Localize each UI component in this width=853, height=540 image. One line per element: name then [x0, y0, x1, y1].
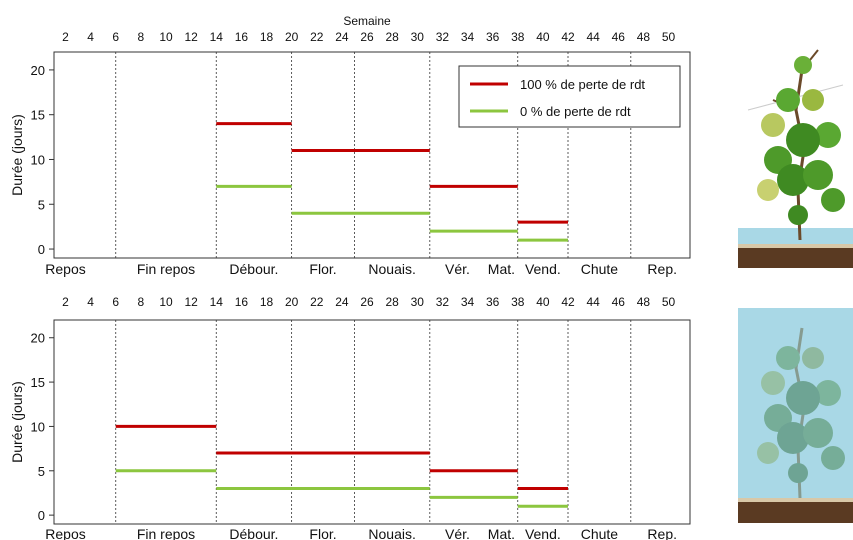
stage-label: Fin repos: [137, 526, 195, 540]
week-tick-label: 20: [285, 30, 299, 44]
week-tick-label: 34: [461, 295, 475, 309]
week-tick-label: 50: [662, 295, 676, 309]
week-tick-label: 18: [260, 30, 274, 44]
grapevine-faded-icon: [738, 308, 853, 523]
week-tick-label: 44: [586, 295, 600, 309]
week-tick-label: 10: [159, 30, 173, 44]
week-tick-label: 40: [536, 30, 550, 44]
y-tick-label: 20: [31, 63, 45, 78]
y-tick-label: 20: [31, 331, 45, 346]
stage-label: Nouais.: [368, 261, 415, 277]
stage-label: Débour.: [229, 526, 278, 540]
legend-box: [458, 65, 681, 128]
week-tick-label: 50: [662, 30, 676, 44]
week-tick-label: 26: [360, 295, 374, 309]
week-tick-label: 4: [87, 295, 94, 309]
stage-label: Vér.: [445, 526, 470, 540]
stage-label: Vend.: [525, 526, 561, 540]
week-tick-label: 22: [310, 30, 324, 44]
stage-label: Flor.: [309, 261, 336, 277]
week-tick-label: 8: [138, 295, 145, 309]
y-tick-label: 0: [38, 508, 45, 523]
week-tick-label: 2: [62, 295, 69, 309]
stage-label: Débour.: [229, 261, 278, 277]
week-tick-label: 36: [486, 295, 500, 309]
plot-frame: [53, 51, 691, 259]
y-tick-label: 0: [38, 242, 45, 257]
stage-label: Mat.: [488, 261, 515, 277]
week-tick-label: 10: [159, 295, 173, 309]
legend-label-2: 0 % de perte de rdt: [520, 104, 631, 119]
week-tick-label: 30: [411, 295, 425, 309]
week-tick-label: 42: [561, 295, 575, 309]
week-tick-label: 28: [385, 295, 399, 309]
y-tick-label: 10: [31, 419, 45, 434]
stage-label: Repos: [45, 526, 85, 540]
week-tick-label: 24: [335, 30, 349, 44]
week-tick-label: 34: [461, 30, 475, 44]
stage-label: Fin repos: [137, 261, 195, 277]
week-tick-label: 44: [586, 30, 600, 44]
stage-label: Chute: [581, 526, 619, 540]
week-tick-label: 36: [486, 30, 500, 44]
stage-label: Rep.: [647, 261, 677, 277]
chart-title: Semaine: [343, 14, 391, 28]
week-tick-label: 16: [235, 30, 249, 44]
week-tick-label: 4: [87, 30, 94, 44]
week-tick-label: 6: [112, 295, 119, 309]
y-tick-label: 5: [38, 197, 45, 212]
stage-label: Chute: [581, 261, 619, 277]
week-tick-label: 22: [310, 295, 324, 309]
stage-label: Mat.: [488, 526, 515, 540]
stage-label: Vend.: [525, 261, 561, 277]
week-tick-label: 8: [138, 30, 145, 44]
y-axis-label: Durée (jours): [9, 381, 25, 463]
week-tick-label: 6: [112, 30, 119, 44]
week-tick-label: 32: [436, 295, 450, 309]
week-tick-label: 20: [285, 295, 299, 309]
plot-frame: [53, 319, 691, 525]
week-tick-label: 30: [411, 30, 425, 44]
week-tick-label: 48: [637, 295, 651, 309]
week-tick-label: 40: [536, 295, 550, 309]
legend: 100 % de perte de rdt 0 % de perte de rdt: [458, 65, 681, 128]
grapevine-leafy-icon: [738, 49, 853, 268]
chart-panel-2: 2 4 6 8 10 12 14 16 18 20 22 24 26 28 30 32 34 36 38 40 42 44…: [9, 295, 691, 540]
stage-label: Rep.: [647, 526, 677, 540]
stage-label: Flor.: [309, 526, 336, 540]
week-tick-label: 16: [235, 295, 249, 309]
legend-label-1: 100 % de perte de rdt: [520, 77, 645, 92]
stage-label: Nouais.: [368, 526, 415, 540]
week-tick-label: 42: [561, 30, 575, 44]
week-tick-label: 26: [360, 30, 374, 44]
y-tick-label: 15: [31, 108, 45, 123]
week-tick-label: 14: [210, 30, 224, 44]
week-tick-label: 32: [436, 30, 450, 44]
week-tick-label: 28: [385, 30, 399, 44]
week-tick-label: 18: [260, 295, 274, 309]
week-tick-label: 46: [612, 30, 626, 44]
week-tick-label: 12: [184, 30, 198, 44]
y-tick-label: 10: [31, 152, 45, 167]
week-tick-label: 12: [184, 295, 198, 309]
y-tick-label: 5: [38, 464, 45, 479]
week-tick-label: 24: [335, 295, 349, 309]
y-axis-label: Durée (jours): [9, 114, 25, 196]
week-tick-label: 48: [637, 30, 651, 44]
week-tick-label: 2: [62, 30, 69, 44]
stage-label: Repos: [45, 261, 85, 277]
week-tick-label: 38: [511, 30, 525, 44]
week-tick-label: 46: [612, 295, 626, 309]
week-tick-label: 14: [210, 295, 224, 309]
y-tick-label: 15: [31, 375, 45, 390]
stage-label: Vér.: [445, 261, 470, 277]
week-tick-label: 38: [511, 295, 525, 309]
